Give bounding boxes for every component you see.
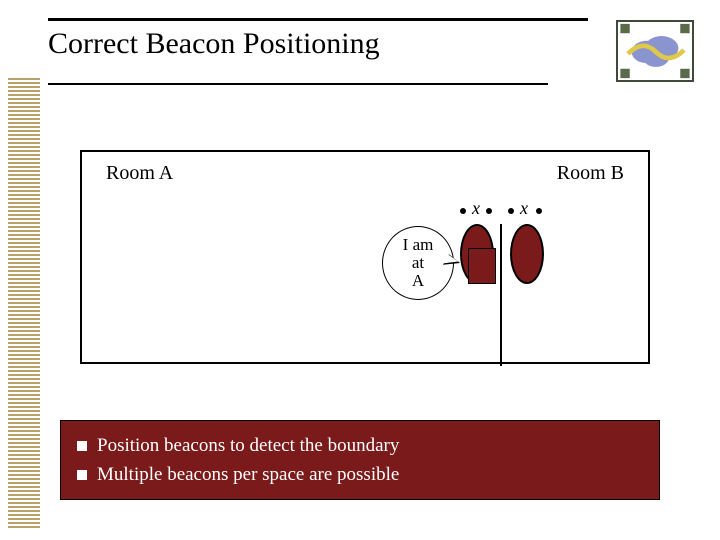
logo-icon xyxy=(616,20,694,82)
marker-dot xyxy=(486,208,492,214)
marker-dot xyxy=(536,208,542,214)
slide-root: Correct Beacon Positioning Room A Room B… xyxy=(0,0,720,540)
beacon-oval-b xyxy=(510,224,544,284)
callout-line-2: Multiple beacons per space are possible xyxy=(77,464,643,486)
callout-line-1: Position beacons to detect the boundary xyxy=(77,435,643,457)
room-b-label: Room B xyxy=(557,162,624,185)
room-diagram: Room A Room B x x I am at A xyxy=(80,150,650,364)
slide-title: Correct Beacon Positioning xyxy=(48,29,658,59)
marker-dot xyxy=(508,208,514,214)
footer-callout: Position beacons to detect the boundary … xyxy=(60,420,660,500)
bubble-text: I am at A xyxy=(403,236,434,290)
bullet-icon xyxy=(77,441,87,451)
agent-square xyxy=(468,248,496,284)
title-rule-bottom xyxy=(48,83,548,85)
title-area: Correct Beacon Positioning xyxy=(48,18,658,85)
title-rule-top xyxy=(48,18,588,21)
callout-text-2: Multiple beacons per space are possible xyxy=(97,464,399,486)
x-marker-a: x xyxy=(472,198,480,219)
room-divider-wall xyxy=(500,224,502,366)
marker-dot xyxy=(460,208,466,214)
room-a-label: Room A xyxy=(106,162,173,185)
callout-text-1: Position beacons to detect the boundary xyxy=(97,435,399,457)
bubble-line3: A xyxy=(412,271,424,290)
x-marker-b: x xyxy=(520,198,528,219)
left-comb-pattern xyxy=(8,78,40,530)
bubble-line1: I am xyxy=(403,235,434,254)
bubble-line2: at xyxy=(412,253,424,272)
bullet-icon xyxy=(77,470,87,480)
